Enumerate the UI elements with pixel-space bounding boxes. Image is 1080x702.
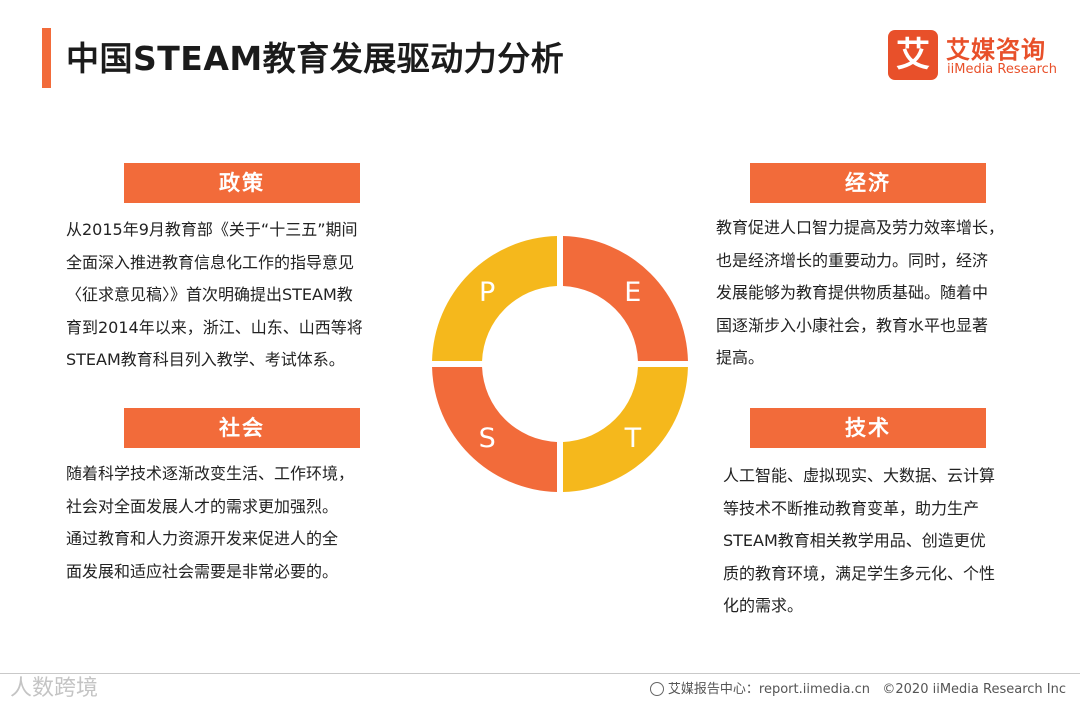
society-label: 社会 — [124, 408, 360, 448]
title-accent-bar — [42, 28, 51, 88]
technology-line: 质的教育环境，满足学生多元化、个性 — [723, 563, 996, 583]
policy-line: STEAM教育科目列入教学、考试体系。 — [66, 350, 345, 369]
footer-divider — [0, 673, 1080, 674]
economy-label: 经济 — [750, 163, 986, 203]
logo-name-en: iiMedia Research — [947, 62, 1058, 77]
economy-line: 教育促进人口智力提高及劳力效率增长， — [716, 218, 1005, 237]
globe-icon — [649, 682, 664, 696]
policy-text: 从2015年9月教育部《关于“十三五”期间 全面深入推进教育信息化工作的指导意见… — [66, 214, 363, 377]
technology-line: 等技术不断推动教育变革，助力生产 — [723, 498, 980, 518]
logo-name-cn: 艾媒咨询 — [946, 36, 1046, 64]
policy-line: 〈征求意见稿〉》首次明确提出STEAM教 — [66, 285, 353, 304]
segment-letter-e: E — [624, 277, 641, 308]
segment-letter-p: P — [479, 277, 495, 308]
policy-line: 从2015年9月教育部《关于“十三五”期间 — [66, 220, 358, 239]
society-line: 通过教育和人力资源开发来促进人的全 — [66, 529, 339, 548]
society-line: 社会对全面发展人才的需求更加强烈。 — [66, 496, 339, 516]
footer-copyright: ©2020 iiMedia Research Inc — [882, 682, 1066, 697]
society-text: 随着科学技术逐渐改变生活、工作环境， 社会对全面发展人才的需求更加强烈。 通过教… — [66, 458, 354, 588]
technology-line: 人工智能、虚拟现实、大数据、云计算 — [723, 466, 996, 485]
segment-p — [432, 236, 558, 362]
watermark: 人数跨境 — [10, 676, 99, 701]
logo-mark-icon: 艾 — [888, 30, 938, 80]
segment-t — [562, 366, 688, 492]
policy-line: 育到2014年以来，浙江、山东、山西等将 — [66, 317, 363, 337]
economy-line: 也是经济增长的重要动力。同时，经济 — [716, 250, 989, 270]
society-line: 随着科学技术逐渐改变生活、工作环境， — [66, 464, 355, 483]
technology-text: 人工智能、虚拟现实、大数据、云计算 等技术不断推动教育变革，助力生产 STEAM… — [723, 460, 995, 623]
technology-line: 化的需求。 — [723, 596, 804, 615]
economy-line: 发展能够为教育提供物质基础。随着中 — [716, 283, 989, 302]
economy-text: 教育促进人口智力提高及劳力效率增长， 也是经济增长的重要动力。同时，经济 发展能… — [716, 212, 1004, 375]
pest-cycle-diagram: P E T S — [432, 236, 688, 492]
footer-source: 艾媒报告中心：report.iimedia.cn — [667, 682, 870, 697]
brand-logo: 艾 艾媒咨询 iiMedia Research — [888, 30, 1068, 82]
economy-line: 提高。 — [716, 348, 765, 367]
page-title: 中国STEAM教育发展驱动力分析 — [66, 39, 565, 78]
segment-s — [432, 366, 558, 492]
policy-line: 全面深入推进教育信息化工作的指导意见 — [66, 252, 355, 272]
economy-line: 国逐渐步入小康社会，教育水平也显著 — [716, 315, 989, 335]
technology-label: 技术 — [750, 408, 986, 448]
footer-credit: 艾媒报告中心：report.iimedia.cn ©2020 iiMedia R… — [649, 678, 1066, 697]
policy-label: 政策 — [124, 163, 360, 203]
technology-line: STEAM教育相关教学用品、创造更优 — [723, 531, 986, 550]
society-line: 面发展和适应社会需要是非常必要的。 — [66, 561, 339, 581]
segment-letter-t: T — [624, 423, 642, 454]
segment-e — [562, 236, 688, 362]
segment-letter-s: S — [479, 423, 496, 454]
